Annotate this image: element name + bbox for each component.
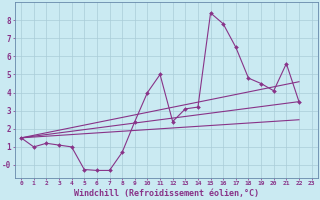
X-axis label: Windchill (Refroidissement éolien,°C): Windchill (Refroidissement éolien,°C) xyxy=(74,189,259,198)
